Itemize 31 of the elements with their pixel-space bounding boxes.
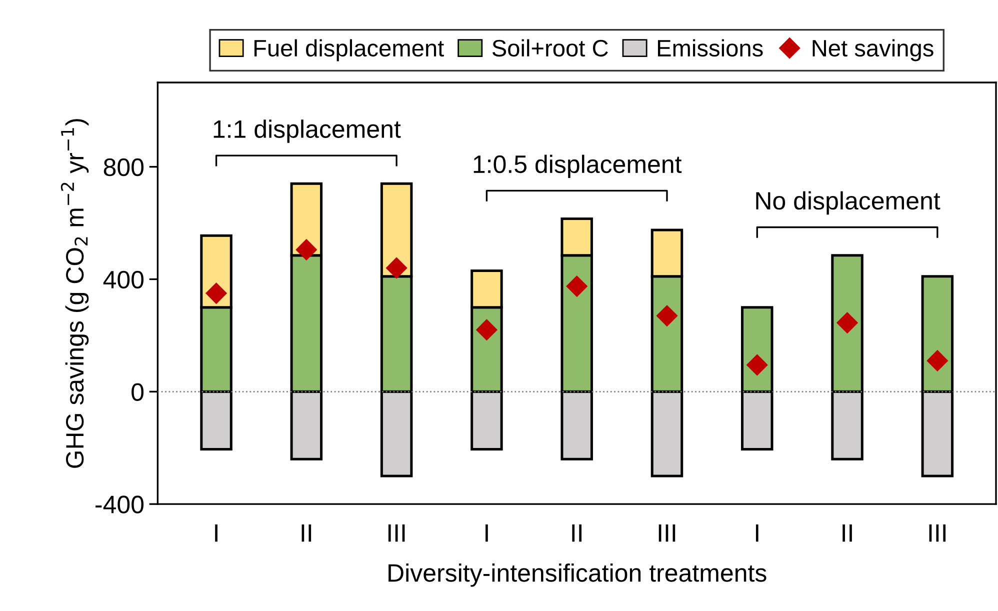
point	[386, 257, 408, 278]
x-tick-label: II	[842, 524, 852, 542]
legend-label: Net savings	[812, 39, 934, 62]
x-tick-label: I	[756, 524, 758, 542]
annotation: 1:1 displacement	[214, 120, 401, 143]
legend-label: Fuel displacement	[254, 39, 444, 62]
point	[836, 312, 858, 334]
x-tick-label: II	[572, 524, 582, 542]
x-tick-label: II	[302, 524, 312, 542]
annotation: No displacement	[756, 191, 940, 215]
x-axis-title: Diversity-intensification treatments	[388, 563, 766, 587]
legend-label: Emissions	[658, 39, 763, 57]
y-tick-label: -400	[96, 496, 144, 514]
point	[926, 350, 948, 372]
point	[656, 305, 678, 326]
y-tick-label: 800	[104, 158, 144, 176]
point	[296, 239, 317, 260]
x-tick-label: III	[388, 524, 405, 542]
x-tick-label: I	[215, 524, 218, 542]
legend-label: Soil+root C	[492, 39, 608, 57]
point	[566, 276, 588, 297]
x-tick-label: III	[929, 524, 946, 542]
x-tick-label: III	[658, 524, 676, 542]
point	[206, 282, 227, 304]
y-tick-label: 0	[132, 383, 144, 401]
annotation: 1:0.5 displacement	[474, 154, 682, 178]
point	[476, 319, 498, 340]
y-tick-label: 400	[103, 270, 144, 289]
x-tick-label: I	[486, 524, 488, 542]
point	[746, 354, 768, 376]
y-axis-title: GHG savings (g CO$_{2}$ m$^{−2}$ yr$^{−1}$)	[60, 119, 89, 468]
